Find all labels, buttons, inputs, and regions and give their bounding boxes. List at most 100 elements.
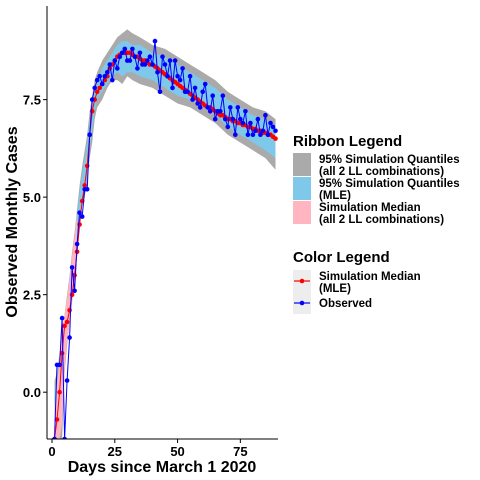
observed-point: [77, 210, 82, 215]
observed-point: [94, 77, 100, 83]
observed-point: [250, 132, 256, 137]
observed-point: [165, 73, 170, 79]
simulation-median-mle-point: [94, 89, 100, 95]
ribbon-legend-label: 95% Simulation Quantiles: [319, 178, 460, 190]
observed-point: [117, 54, 123, 59]
observed-point: [170, 85, 175, 91]
observed-point: [228, 105, 233, 110]
observed-point: [238, 116, 243, 122]
simulation-median-mle-point: [67, 308, 72, 313]
observed-point: [122, 46, 128, 52]
observed-point: [160, 54, 165, 59]
ribbon-legend-entries: 95% Simulation Quantiles (all 2 LL combi…: [293, 153, 460, 226]
observed-point: [210, 93, 215, 98]
axes: 0 25 50 75 0.0 2.5 5.0 7.5 Days since March 1 …: [4, 6, 278, 476]
observed-point: [255, 116, 261, 122]
simulation-median-mle-point: [62, 323, 67, 329]
legend: Ribbon Legend 95% Simulation Quantiles (…: [293, 133, 460, 314]
observed-point: [207, 109, 213, 114]
observed-point: [152, 38, 158, 44]
simulation-median-mle-point: [54, 417, 60, 422]
simulation-median-mle-point: [69, 292, 75, 298]
observed-point: [200, 89, 205, 95]
observed-point: [260, 128, 266, 134]
color-legend-label: Simulation Median: [319, 271, 421, 283]
simulation-median-mle-point: [89, 109, 95, 114]
observed-point: [263, 112, 268, 118]
observed-point: [258, 132, 263, 137]
observed-point: [195, 101, 200, 106]
observed-point: [79, 214, 85, 219]
color-legend-label: (MLE): [319, 283, 351, 295]
observed-point: [127, 58, 133, 63]
observed-point: [187, 73, 193, 79]
observed-point: [145, 58, 150, 63]
observed-point: [243, 109, 248, 114]
color-legend-key-point: [299, 300, 305, 306]
observed-point: [99, 81, 105, 87]
simulation-median-mle-point: [82, 183, 87, 188]
y-tick-label: 0.0: [23, 385, 41, 400]
plot-area: [52, 29, 278, 439]
color-legend-label: Observed: [319, 298, 372, 310]
color-legend-entries: Simulation Median (MLE) Observed: [293, 270, 421, 314]
ribbon-legend-label: (all 2 LL combinations): [319, 214, 444, 226]
observed-point: [105, 70, 110, 75]
observed-point: [265, 132, 271, 137]
ribbon-1: [54, 29, 276, 439]
y-tick-label: 5.0: [23, 190, 41, 205]
simulation-median-mle-point: [97, 85, 102, 91]
observed-point: [97, 73, 102, 79]
ribbon-legend-label: 95% Simulation Quantiles: [319, 154, 460, 166]
observed-point: [245, 132, 251, 137]
observed-point: [135, 66, 140, 71]
observed-point: [110, 77, 115, 83]
ribbon-legend-label: Simulation Median: [319, 202, 421, 214]
observed-point: [197, 105, 203, 110]
observed-point: [64, 378, 70, 383]
observed-point: [205, 105, 210, 110]
ribbon-legend-key: [293, 177, 311, 200]
simulation-median-mle-point: [64, 319, 70, 325]
observed-point: [147, 54, 153, 59]
y-tick-label: 2.5: [23, 288, 41, 303]
observed-point: [157, 89, 163, 95]
color-legend-title: Color Legend: [293, 249, 390, 266]
observed-point: [162, 62, 168, 67]
observed-point: [268, 120, 273, 126]
x-axis-title: Days since March 1 2020: [68, 459, 257, 476]
x-ticks: 0 25 50 75: [48, 439, 248, 459]
observed-point: [233, 132, 238, 137]
observed-point: [155, 70, 160, 75]
observed-point: [107, 62, 113, 67]
observed-line: [54, 41, 276, 439]
y-ticks: 0.0 2.5 5.0 7.5: [23, 93, 47, 400]
observed-point: [180, 66, 185, 71]
ribbon-legend-key: [293, 201, 311, 224]
x-tick-label: 0: [48, 444, 55, 459]
observed-point: [248, 120, 253, 126]
observed-point: [72, 288, 77, 294]
observed-point: [253, 128, 258, 134]
observed-point: [218, 109, 223, 114]
simulation-median-mle-point: [273, 136, 278, 141]
observed-point: [52, 436, 57, 439]
observed-point: [175, 73, 180, 79]
observed-point: [62, 436, 67, 439]
observed-point: [235, 105, 241, 110]
ribbon-legend-label: (MLE): [319, 190, 351, 202]
observed-point: [132, 54, 138, 59]
observed-point: [89, 97, 95, 102]
ribbon-legend-title: Ribbon Legend: [293, 133, 402, 150]
observed-point: [192, 85, 198, 91]
observed-point: [177, 77, 183, 83]
observed-point: [172, 58, 178, 63]
observed-point: [190, 97, 195, 102]
observed-point: [87, 132, 92, 137]
observed-point: [137, 50, 143, 56]
observed-point: [67, 335, 72, 340]
observed-point: [120, 50, 125, 56]
observed-point: [202, 81, 208, 87]
y-tick-label: 7.5: [23, 93, 41, 108]
